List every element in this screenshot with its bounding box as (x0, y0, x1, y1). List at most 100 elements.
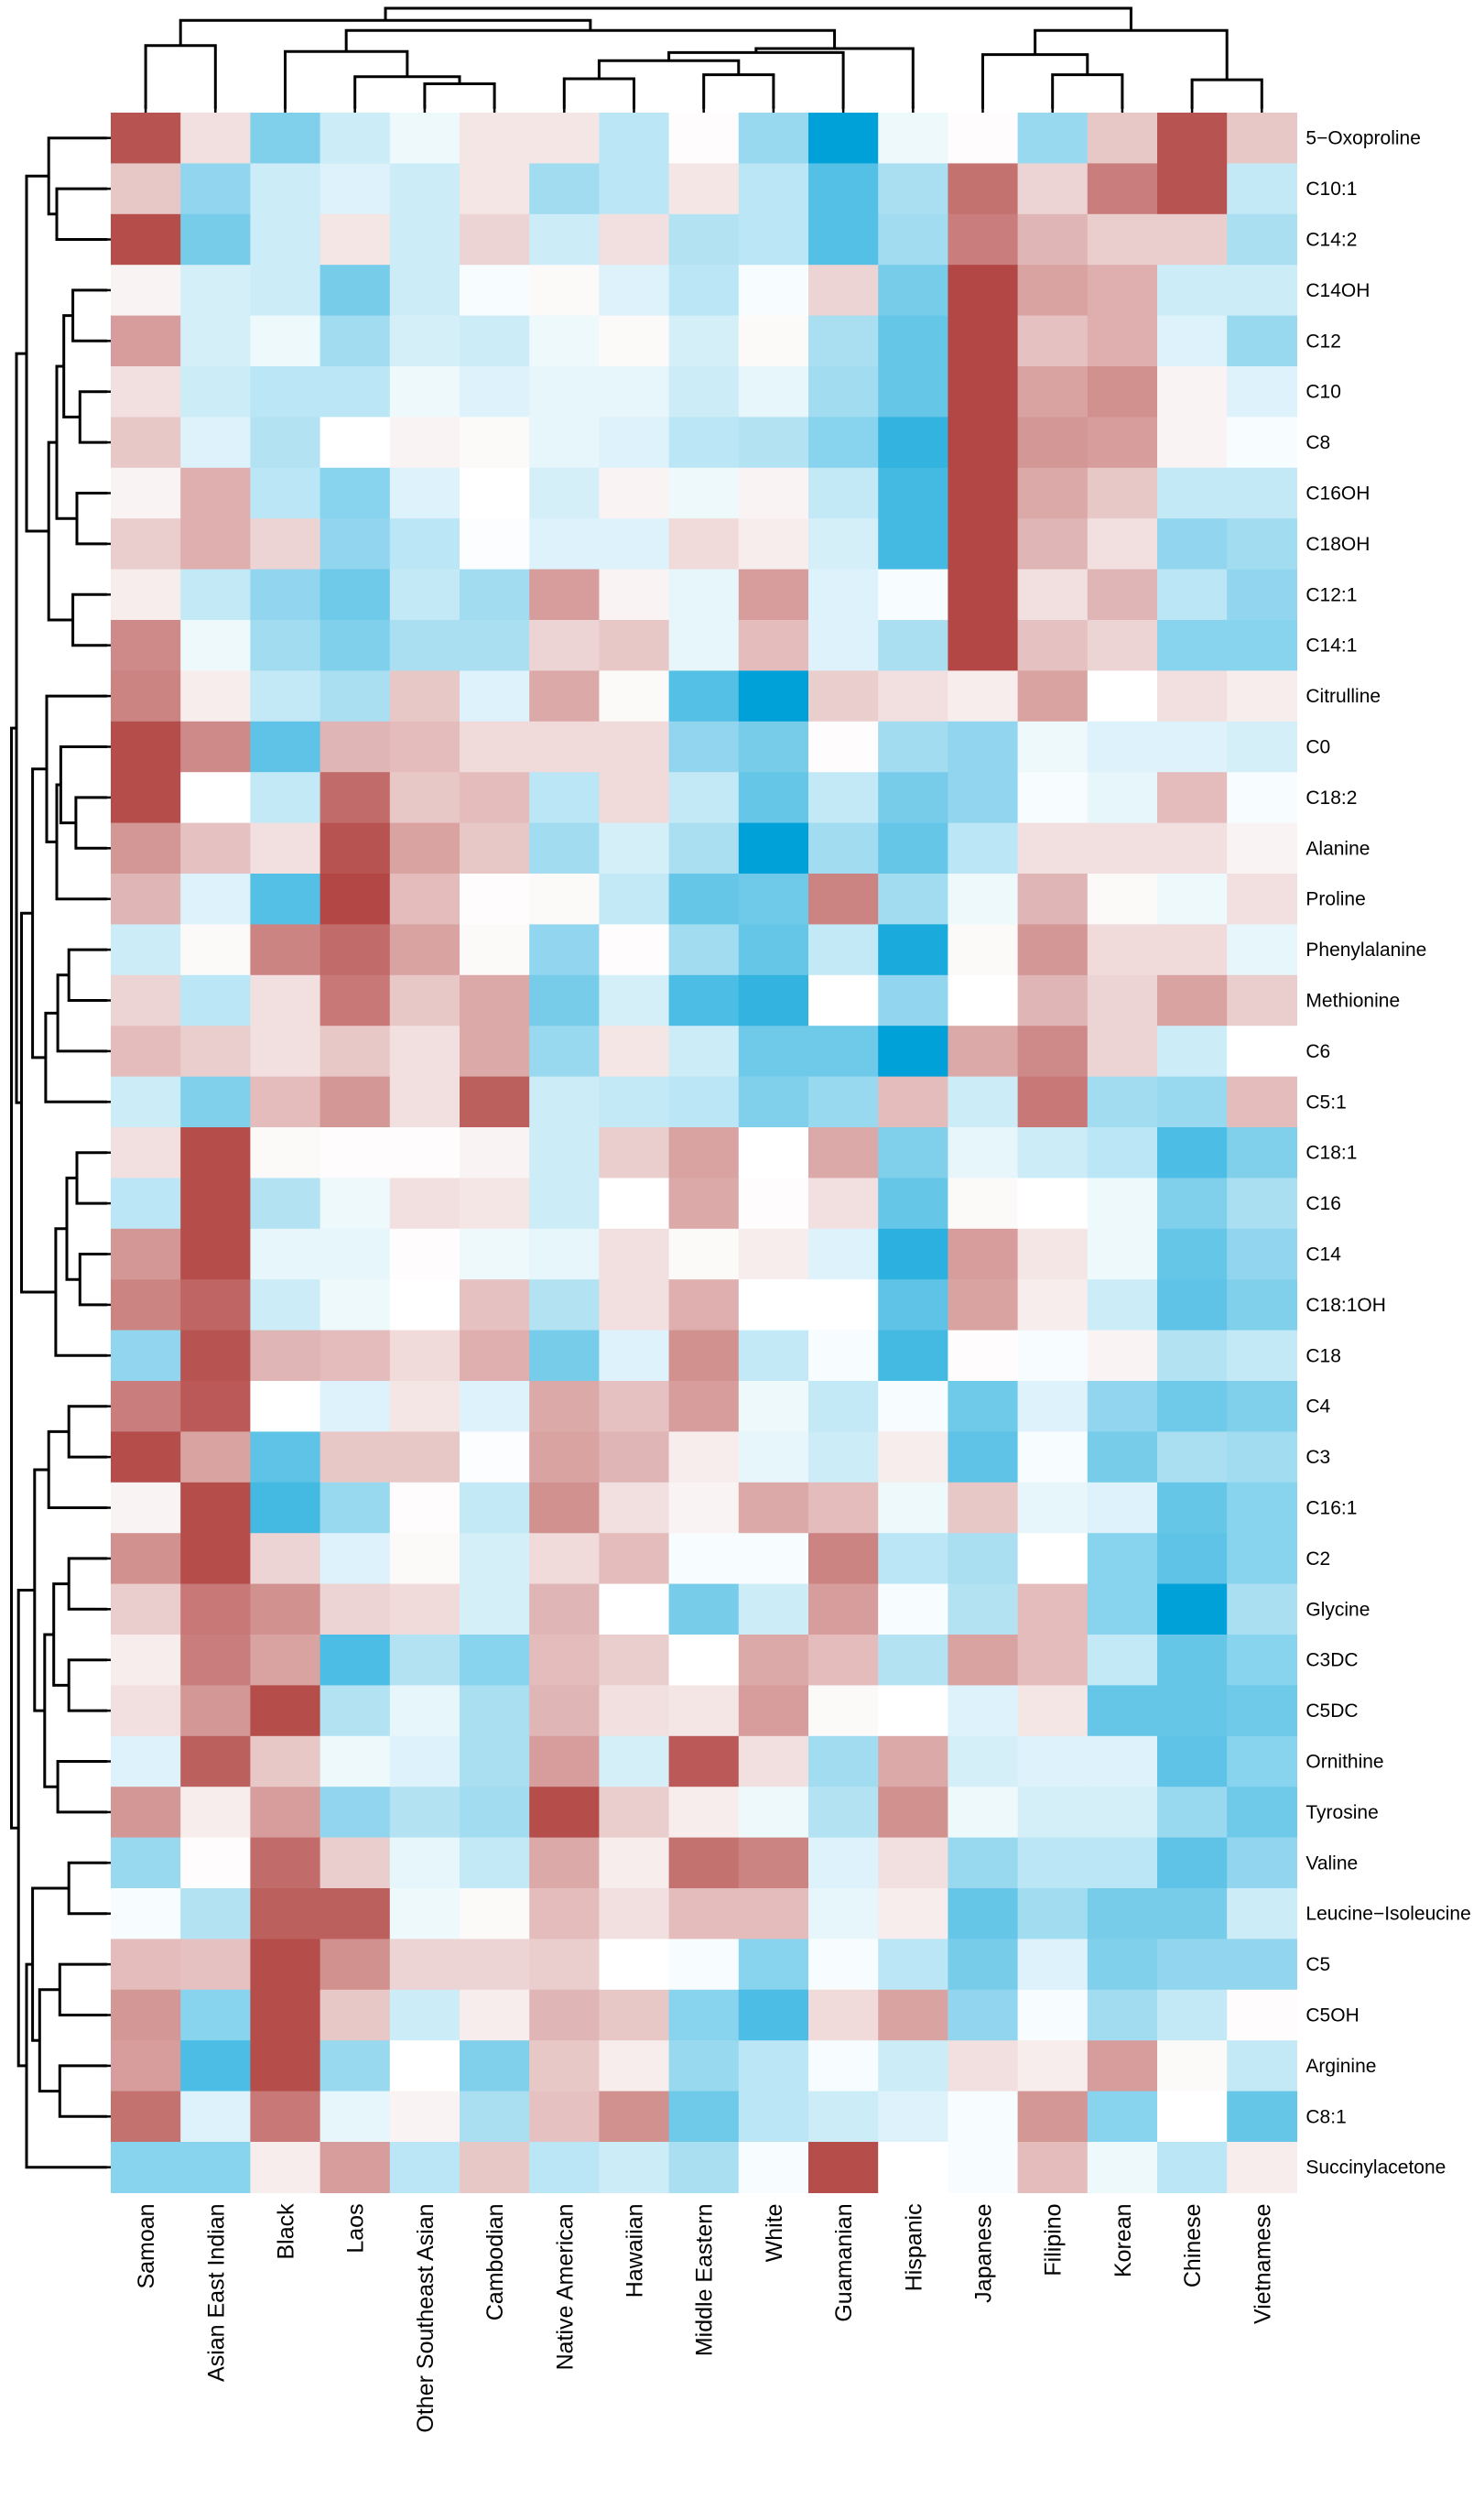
heatmap-cell (878, 1888, 948, 1939)
heatmap-cell (320, 772, 391, 824)
heatmap-cell (389, 518, 460, 570)
heatmap-cell (111, 1330, 181, 1382)
heatmap-cell (460, 1279, 530, 1331)
heatmap-cell (1227, 1989, 1297, 2041)
heatmap-cell (1087, 1127, 1158, 1179)
heatmap-cell (599, 1635, 670, 1686)
heatmap-cell (460, 518, 530, 570)
dendrogram-branch (47, 1429, 107, 1509)
column-dendrogram (144, 6, 1263, 109)
heatmap-cell (529, 1381, 600, 1432)
heatmap-cell (599, 315, 670, 367)
heatmap-cell (529, 2091, 600, 2143)
heatmap-cell (878, 366, 948, 418)
heatmap-cell (599, 670, 670, 723)
heatmap-cell (320, 2142, 391, 2193)
column-label: Samoan (134, 2203, 159, 2288)
heatmap-cell (320, 417, 391, 469)
heatmap-cell (529, 670, 600, 723)
heatmap-cell (1157, 315, 1228, 367)
row-label: C10:1 (1305, 179, 1357, 200)
heatmap-cell (808, 1228, 879, 1280)
heatmap-cell (1087, 163, 1158, 215)
heatmap-cell (948, 265, 1019, 317)
heatmap-cell (1157, 1076, 1228, 1128)
heatmap-cell (111, 1279, 181, 1331)
heatmap-cell (460, 620, 530, 671)
row-label: Glycine (1305, 1599, 1370, 1620)
heatmap-cell (250, 2040, 321, 2092)
heatmap-cell (180, 1735, 251, 1787)
heatmap-cell (529, 721, 600, 773)
heatmap-cell (250, 569, 321, 621)
heatmap-cell (389, 1330, 460, 1382)
heatmap-cell (1017, 1482, 1089, 1534)
heatmap-cell (180, 670, 251, 723)
heatmap-cell (948, 1735, 1019, 1787)
heatmap-cell (599, 974, 670, 1027)
heatmap-cell (1157, 1330, 1228, 1382)
heatmap-cell (111, 974, 181, 1027)
heatmap-cell (1157, 366, 1228, 418)
heatmap-cell (180, 1635, 251, 1686)
heatmap-cell (250, 1482, 321, 1534)
heatmap-cell (1017, 924, 1089, 976)
heatmap-cell (1087, 670, 1158, 723)
heatmap-cell (250, 265, 321, 317)
heatmap-cell (1227, 1837, 1297, 1889)
row-label: Succinylacetone (1305, 2157, 1446, 2178)
heatmap-cell (1087, 417, 1158, 469)
heatmap-cell (460, 1989, 530, 2041)
heatmap-cell (738, 772, 809, 824)
heatmap-cell (1227, 265, 1297, 317)
dendrogram-branch (55, 783, 107, 901)
heatmap-cell (389, 1888, 460, 1939)
heatmap-cell (250, 620, 321, 671)
heatmap-cell (878, 721, 948, 773)
heatmap-cell (1087, 721, 1158, 773)
dendrogram-branch (702, 73, 775, 109)
heatmap-cell (1227, 113, 1297, 164)
heatmap-cell (808, 924, 879, 976)
dendrogram-branch (71, 592, 107, 647)
heatmap-cell (529, 1583, 600, 1635)
heatmap-cell (738, 822, 809, 875)
heatmap-cell (1087, 772, 1158, 824)
heatmap-cell (808, 1939, 879, 1991)
heatmap-cell (668, 1228, 740, 1280)
heatmap-cell (460, 1431, 530, 1483)
heatmap-cell (808, 1279, 879, 1331)
heatmap-cell (668, 1279, 740, 1331)
heatmap-cell (389, 974, 460, 1027)
heatmap-cell (320, 1381, 391, 1432)
dendrogram-branch (44, 1011, 107, 1103)
heatmap-cell (320, 1735, 391, 1787)
row-label: C0 (1305, 737, 1330, 758)
heatmap-cell (320, 1279, 391, 1331)
dendrogram-branch (78, 390, 107, 444)
heatmap-cell (389, 2142, 460, 2193)
heatmap-cell (668, 2142, 740, 2193)
heatmap-cell (878, 1583, 948, 1635)
heatmap-cell (111, 163, 181, 215)
heatmap-cell (1087, 1279, 1158, 1331)
heatmap-cell (460, 1635, 530, 1686)
heatmap-cell (808, 265, 879, 317)
heatmap-cell (320, 467, 391, 519)
dendrogram-branch (67, 1861, 107, 1916)
heatmap-cell (738, 874, 809, 925)
heatmap-cell (460, 1381, 530, 1432)
heatmap-cell (948, 620, 1019, 671)
heatmap-cell (250, 213, 321, 266)
heatmap-cell (180, 974, 251, 1027)
heatmap-cell (668, 569, 740, 621)
heatmap-cell (389, 2040, 460, 2092)
heatmap-cell (668, 1837, 740, 1889)
heatmap-cell (529, 924, 600, 976)
heatmap-cell (668, 417, 740, 469)
heatmap-cell (1017, 1635, 1089, 1686)
heatmap-cell (1087, 924, 1158, 976)
heatmap-cell (599, 1837, 670, 1889)
heatmap-cell (320, 620, 391, 671)
heatmap-cell (1157, 924, 1228, 976)
